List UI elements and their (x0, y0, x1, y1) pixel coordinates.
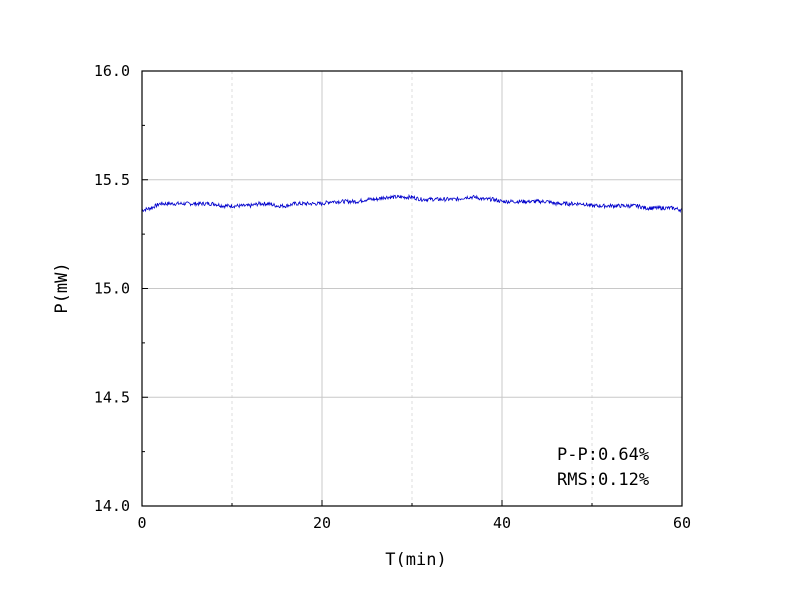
rms-annotation: RMS:0.12% (557, 470, 649, 490)
grid-lines (142, 71, 682, 506)
y-tick-label: 14.5 (94, 388, 130, 406)
y-tick-label: 16.0 (94, 62, 130, 80)
y-axis-label: P(mW) (52, 262, 72, 313)
ticks: 0 20 40 60 14.0 14.5 15.0 15.5 16.0 (94, 62, 691, 532)
x-tick-label: 40 (493, 514, 511, 532)
series-layer (141, 193, 683, 214)
x-tick-label: 60 (673, 514, 691, 532)
x-axis-label: T(min) (385, 550, 446, 570)
series-line (141, 193, 683, 214)
y-tick-label: 14.0 (94, 497, 130, 515)
y-tick-label: 15.0 (94, 280, 130, 298)
y-tick-label: 15.5 (94, 171, 130, 189)
x-tick-label: 0 (137, 514, 146, 532)
x-tick-label: 20 (313, 514, 331, 532)
peak-to-peak-annotation: P-P:0.64% (557, 445, 649, 465)
